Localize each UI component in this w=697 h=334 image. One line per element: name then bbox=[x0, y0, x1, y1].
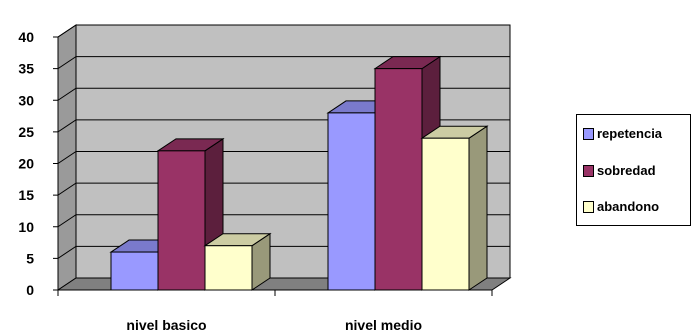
legend-item-abandono: abandono bbox=[583, 199, 659, 214]
y-tick-label: 20 bbox=[18, 156, 34, 172]
bar-abandono-1 bbox=[420, 125, 489, 291]
x-tick-label: nivel basico bbox=[126, 317, 206, 333]
bar-side bbox=[468, 125, 488, 291]
y-tick-label: 25 bbox=[18, 124, 34, 140]
y-axis-ticks: 0 5 10 15 20 25 30 35 40 bbox=[18, 29, 59, 298]
legend: repetencia sobredad abandono bbox=[576, 114, 691, 226]
legend-swatch-sobredad bbox=[583, 164, 594, 177]
gridline bbox=[57, 87, 510, 101]
legend-swatch-abandono bbox=[583, 200, 594, 213]
y-tick-label: 30 bbox=[18, 92, 34, 108]
bar-front bbox=[157, 150, 206, 291]
x-tick-label: nivel medio bbox=[345, 317, 422, 333]
y-tick-label: 5 bbox=[26, 250, 34, 266]
gridline bbox=[57, 56, 510, 70]
bar-front bbox=[204, 245, 253, 291]
bar-front bbox=[110, 251, 159, 291]
y-tick-label: 40 bbox=[18, 29, 34, 45]
bar-abandono-0 bbox=[203, 232, 272, 291]
y-tick-label: 35 bbox=[18, 61, 34, 77]
legend-label-abandono: abandono bbox=[597, 199, 660, 214]
bar-front bbox=[421, 137, 470, 291]
bars bbox=[109, 55, 489, 291]
y-tick-label: 0 bbox=[26, 282, 34, 298]
legend-label-sobredad: sobredad bbox=[597, 163, 656, 178]
legend-item-sobredad: sobredad bbox=[583, 163, 656, 178]
y-tick-label: 15 bbox=[18, 187, 34, 203]
legend-item-repetencia: repetencia bbox=[583, 126, 662, 141]
x-axis-ticks: nivel basico nivel medio bbox=[57, 289, 493, 333]
bar-front bbox=[327, 112, 376, 291]
bar-front bbox=[374, 68, 423, 291]
y-tick-label: 10 bbox=[18, 219, 34, 235]
legend-label-repetencia: repetencia bbox=[597, 126, 663, 141]
gridline bbox=[57, 24, 510, 38]
legend-swatch-repetencia bbox=[583, 127, 594, 140]
